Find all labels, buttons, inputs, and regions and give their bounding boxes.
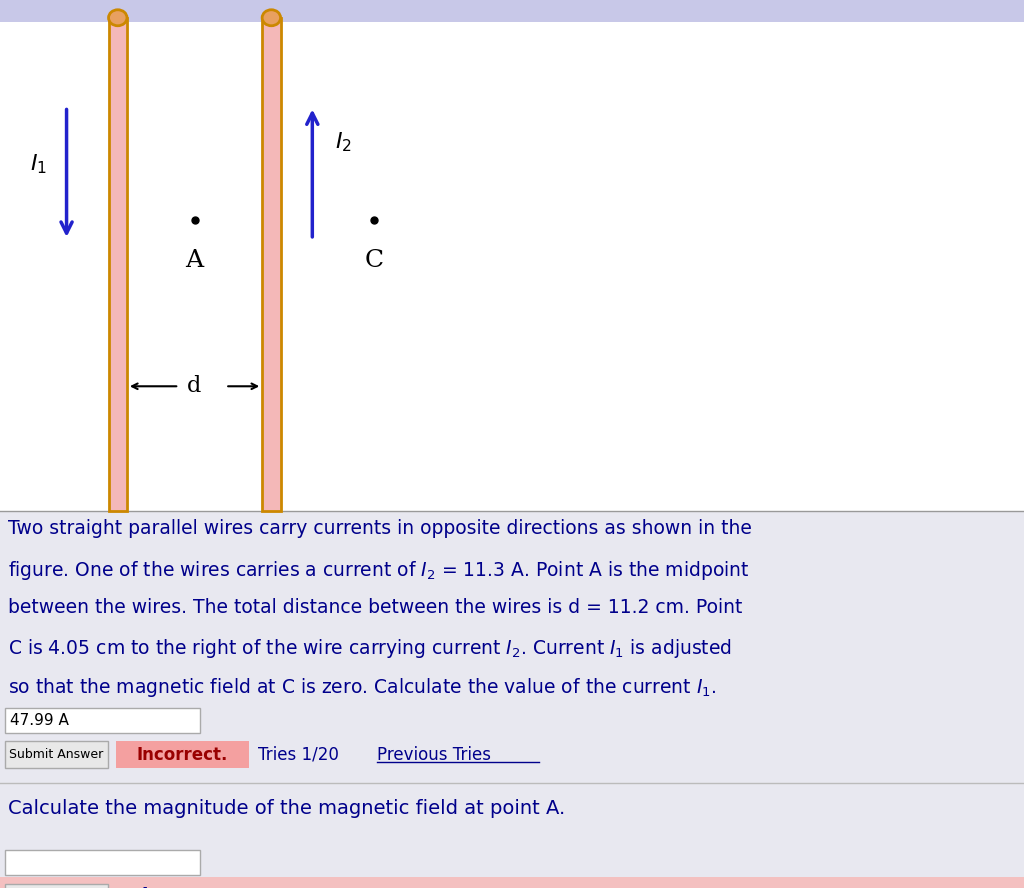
Bar — [0, 877, 1024, 888]
Text: so that the magnetic field at C is zero. Calculate the value of the current $I_1: so that the magnetic field at C is zero.… — [8, 676, 717, 699]
Text: C is 4.05 cm to the right of the wire carrying current $I_2$. Current $I_1$ is a: C is 4.05 cm to the right of the wire ca… — [8, 637, 732, 660]
Text: $I_2$: $I_2$ — [335, 131, 351, 154]
Text: figure. One of the wires carries a current of $I_2$ = 11.3 A. Point A is the mid: figure. One of the wires carries a curre… — [8, 559, 750, 582]
Bar — [5, 708, 200, 733]
Text: $I_1$: $I_1$ — [31, 153, 47, 176]
Bar — [5, 850, 200, 875]
Bar — [109, 18, 127, 511]
Text: Tries 1/20: Tries 1/20 — [258, 746, 339, 764]
Text: Submit Answer: Submit Answer — [9, 749, 103, 761]
Text: Previous Tries: Previous Tries — [377, 746, 490, 764]
Text: Calculate the magnitude of the magnetic field at point A.: Calculate the magnitude of the magnetic … — [8, 799, 565, 818]
Text: C: C — [365, 249, 383, 272]
Ellipse shape — [109, 10, 127, 26]
Ellipse shape — [262, 10, 281, 26]
Text: A: A — [185, 249, 204, 272]
Bar — [5, 884, 108, 888]
Bar — [262, 18, 281, 511]
Text: 47.99 A: 47.99 A — [10, 713, 69, 727]
Bar — [0, 0, 1024, 511]
Text: between the wires. The total distance between the wires is d = 11.2 cm. Point: between the wires. The total distance be… — [8, 598, 742, 616]
Bar — [5, 741, 108, 768]
Bar — [116, 741, 249, 768]
Text: d: d — [187, 376, 202, 397]
Bar — [0, 0, 1024, 22]
Text: Two straight parallel wires carry currents in opposite directions as shown in th: Two straight parallel wires carry curren… — [8, 519, 752, 538]
Text: Incorrect.: Incorrect. — [136, 746, 228, 764]
